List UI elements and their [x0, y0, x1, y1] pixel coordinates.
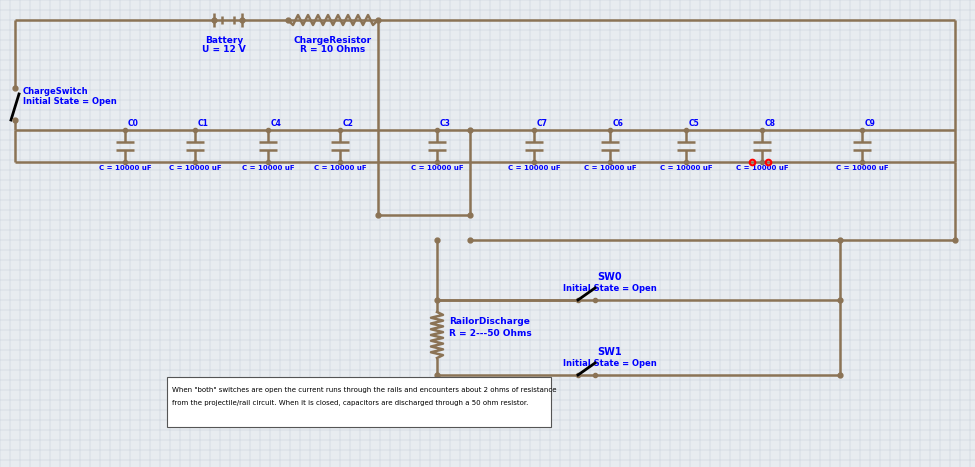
Text: C = 10000 uF: C = 10000 uF [98, 165, 151, 171]
Text: R = 2---50 Ohms: R = 2---50 Ohms [449, 330, 531, 339]
Text: from the projectile/rail circuit. When it is closed, capacitors are discharged t: from the projectile/rail circuit. When i… [172, 400, 528, 406]
Text: C = 10000 uF: C = 10000 uF [169, 165, 221, 171]
Text: C6: C6 [613, 119, 624, 128]
Text: C7: C7 [537, 119, 548, 128]
Text: Initial State = Open: Initial State = Open [564, 284, 657, 293]
Text: C1: C1 [198, 119, 209, 128]
Text: C = 10000 uF: C = 10000 uF [584, 165, 637, 171]
Text: Initial State = Open: Initial State = Open [23, 98, 117, 106]
FancyBboxPatch shape [167, 377, 551, 427]
Text: SW1: SW1 [598, 347, 622, 357]
Text: Battery: Battery [205, 36, 243, 45]
Text: U = 12 V: U = 12 V [202, 45, 246, 54]
Text: C = 10000 uF: C = 10000 uF [736, 165, 789, 171]
Text: RailorDischarge: RailorDischarge [449, 318, 529, 326]
Text: C = 10000 uF: C = 10000 uF [242, 165, 294, 171]
Text: C3: C3 [440, 119, 450, 128]
Text: R = 10 Ohms: R = 10 Ohms [300, 45, 366, 54]
Text: C = 10000 uF: C = 10000 uF [508, 165, 561, 171]
Text: C = 10000 uF: C = 10000 uF [836, 165, 888, 171]
Text: When "both" switches are open the current runs through the rails and encounters : When "both" switches are open the curren… [172, 387, 557, 393]
Text: C = 10000 uF: C = 10000 uF [314, 165, 367, 171]
Text: C4: C4 [271, 119, 282, 128]
Text: ChargeSwitch: ChargeSwitch [23, 87, 89, 97]
Text: ChargeResistor: ChargeResistor [293, 36, 372, 45]
Text: C0: C0 [128, 119, 138, 128]
Text: Initial State = Open: Initial State = Open [564, 359, 657, 368]
Text: C8: C8 [765, 119, 776, 128]
Text: C5: C5 [689, 119, 700, 128]
Text: SW0: SW0 [598, 272, 622, 282]
Text: C2: C2 [343, 119, 354, 128]
Text: C = 10000 uF: C = 10000 uF [660, 165, 713, 171]
Text: C9: C9 [865, 119, 876, 128]
Text: C = 10000 uF: C = 10000 uF [410, 165, 463, 171]
